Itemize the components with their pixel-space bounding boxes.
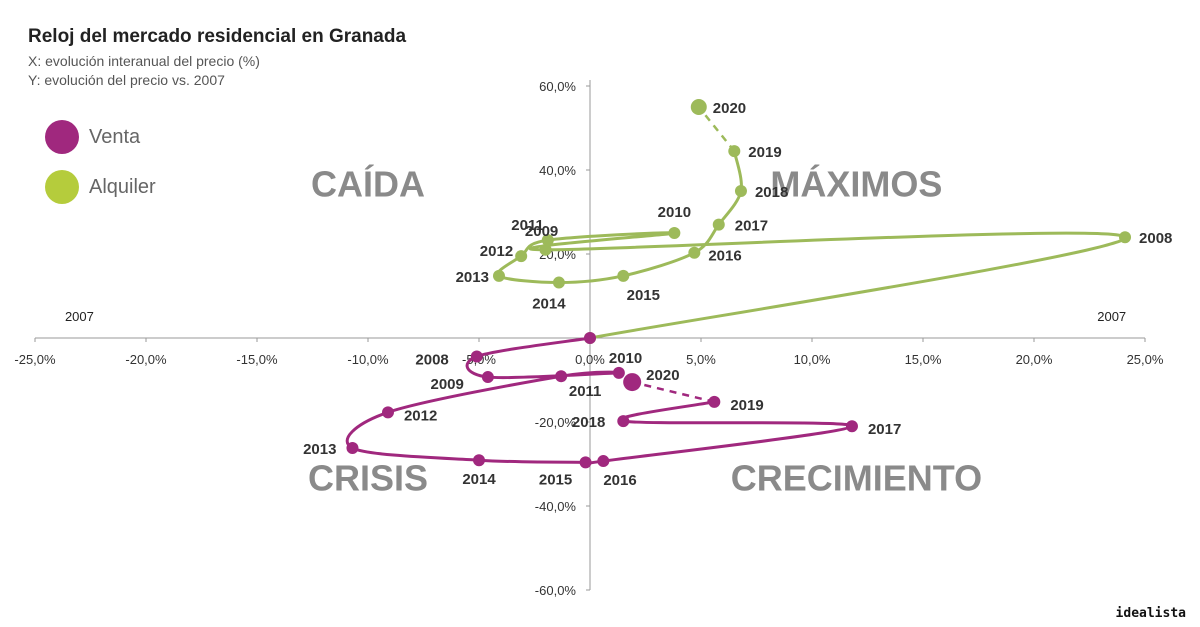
data-point [712, 218, 725, 231]
data-label: 2017 [868, 421, 901, 438]
y-tick-label: -20,0% [535, 415, 577, 430]
y-tick-label: 60,0% [539, 79, 576, 94]
data-label: 2020 [713, 100, 746, 117]
x-tick-label: -20,0% [125, 352, 167, 367]
data-point [690, 99, 707, 115]
series-line-venta [345, 336, 854, 466]
data-point [617, 415, 630, 428]
data-label: 2008 [415, 351, 448, 368]
data-label: 2013 [303, 441, 336, 458]
data-point [688, 246, 701, 259]
series-projection-venta [631, 380, 715, 404]
quadrant-label-0: CAÍDA [311, 163, 425, 204]
data-point [623, 373, 642, 392]
y-tick-label: -60,0% [535, 583, 577, 598]
data-point [552, 276, 565, 289]
data-label: 2016 [708, 248, 741, 265]
x-tick-label: 5,0% [686, 352, 716, 367]
data-point [734, 185, 747, 197]
legend-swatch-alquiler [45, 170, 79, 204]
data-point [492, 269, 505, 282]
x-tick-label: -10,0% [347, 352, 389, 367]
x-tick-label: -15,0% [236, 352, 278, 367]
data-label: 2018 [572, 414, 605, 431]
data-label: 2014 [532, 296, 566, 313]
data-label: 2010 [658, 204, 691, 221]
axis-note-2007: 2007 [1097, 309, 1126, 324]
chart-subtitle-x: X: evolución interanual del precio (%) [28, 53, 260, 69]
data-point [515, 250, 528, 263]
series-projection-alquiler [697, 106, 736, 152]
data-label: 2011 [569, 383, 602, 400]
data-label: 2011 [511, 217, 544, 234]
data-point [481, 371, 494, 384]
data-label: 2019 [730, 397, 763, 414]
data-point [473, 454, 485, 467]
data-label: 2009 [525, 223, 558, 240]
data-label: 2009 [431, 376, 464, 393]
data-point [579, 456, 592, 469]
data-point [597, 455, 610, 468]
y-tick-label: 40,0% [539, 163, 576, 178]
data-point [617, 269, 630, 282]
data-label: 2008 [1139, 230, 1172, 247]
quadrant-labels: CAÍDA MÁXIMOS CRISIS CRECIMIENTO [308, 163, 982, 498]
y-tick-label: -40,0% [535, 499, 577, 514]
x-tick-label: 25,0% [1127, 352, 1164, 367]
data-label: 2012 [480, 243, 513, 260]
data-label: 2015 [627, 287, 660, 304]
axis-note-2007: 2007 [65, 309, 94, 324]
data-point [708, 395, 721, 408]
legend-label-alquiler: Alquiler [89, 175, 156, 198]
series-alquiler [492, 99, 1132, 344]
quadrant-label-2: CRISIS [308, 457, 428, 498]
data-point [346, 442, 359, 455]
x-tick-label: 10,0% [794, 352, 831, 367]
data-label: 2014 [462, 471, 496, 488]
data-point [541, 234, 554, 247]
data-point [728, 145, 741, 158]
data-label: 2019 [748, 144, 781, 161]
data-point [381, 406, 394, 419]
quadrant-label-3: CRECIMIENTO [731, 457, 982, 498]
data-label: 2010 [609, 350, 642, 367]
data-point [612, 366, 625, 379]
quadrant-label-1: MÁXIMOS [770, 163, 942, 204]
legend-swatch-venta [45, 120, 79, 154]
brand-logo: idealista [1115, 606, 1186, 621]
series-layer [345, 99, 1132, 469]
data-point [539, 243, 552, 256]
data-point [470, 350, 483, 363]
data-point [555, 370, 568, 383]
legend-item-venta: Venta [45, 120, 140, 154]
data-label: 2020 [646, 367, 679, 384]
legend-item-alquiler: Alquiler [45, 170, 156, 204]
data-label: 2016 [603, 472, 636, 489]
x-tick-label: -25,0% [14, 352, 56, 367]
data-label: 2017 [735, 218, 768, 235]
data-label: 2012 [404, 407, 437, 424]
x-tick-label: 0,0% [575, 352, 605, 367]
chart-title: Reloj del mercado residencial en Granada [28, 26, 407, 47]
data-point [1119, 231, 1132, 244]
legend-label-venta: Venta [89, 125, 141, 148]
data-point [845, 420, 858, 433]
series-venta [345, 332, 858, 469]
data-label: 2015 [539, 471, 572, 488]
x-tick-label: 20,0% [1016, 352, 1053, 367]
data-point [584, 332, 596, 344]
x-tick-label: 15,0% [905, 352, 942, 367]
data-label: 2018 [755, 184, 788, 201]
data-label: 2013 [456, 269, 489, 286]
point-labels: 2008 2009 2010 2011 2012 2013 2014 2015 2016 2017… [303, 100, 1172, 489]
data-point [668, 227, 681, 239]
chart-subtitle-y: Y: evolución del precio vs. 2007 [28, 72, 225, 88]
